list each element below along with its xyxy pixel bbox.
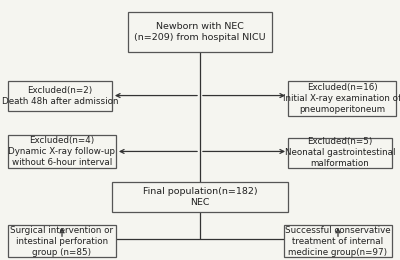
Text: Excluded(n=5)
Neonatal gastrointestinal
malformation: Excluded(n=5) Neonatal gastrointestinal … bbox=[285, 137, 395, 168]
Text: Excluded(n=4)
Dynamic X-ray follow-up
without 6-hour interval: Excluded(n=4) Dynamic X-ray follow-up wi… bbox=[8, 136, 116, 167]
Text: Excluded(n=2)
Death 48h after admission: Excluded(n=2) Death 48h after admission bbox=[2, 86, 118, 106]
FancyBboxPatch shape bbox=[284, 225, 392, 257]
FancyBboxPatch shape bbox=[288, 138, 392, 168]
FancyBboxPatch shape bbox=[288, 81, 396, 116]
FancyBboxPatch shape bbox=[128, 12, 272, 52]
Text: Final population(n=182)
NEC: Final population(n=182) NEC bbox=[143, 187, 257, 207]
FancyBboxPatch shape bbox=[8, 225, 116, 257]
Text: Surgical intervention or
intestinal perforation
group (n=85): Surgical intervention or intestinal perf… bbox=[10, 225, 114, 257]
Text: Excluded(n=16)
Initial X-ray examination of
pneumoperitoneum: Excluded(n=16) Initial X-ray examination… bbox=[283, 82, 400, 114]
Text: Newborn with NEC
(n=209) from hospital NICU: Newborn with NEC (n=209) from hospital N… bbox=[134, 22, 266, 42]
Text: Successful conservative
treatment of internal
medicine group(n=97): Successful conservative treatment of int… bbox=[285, 225, 391, 257]
FancyBboxPatch shape bbox=[8, 135, 116, 168]
FancyBboxPatch shape bbox=[8, 81, 112, 110]
FancyBboxPatch shape bbox=[112, 182, 288, 212]
